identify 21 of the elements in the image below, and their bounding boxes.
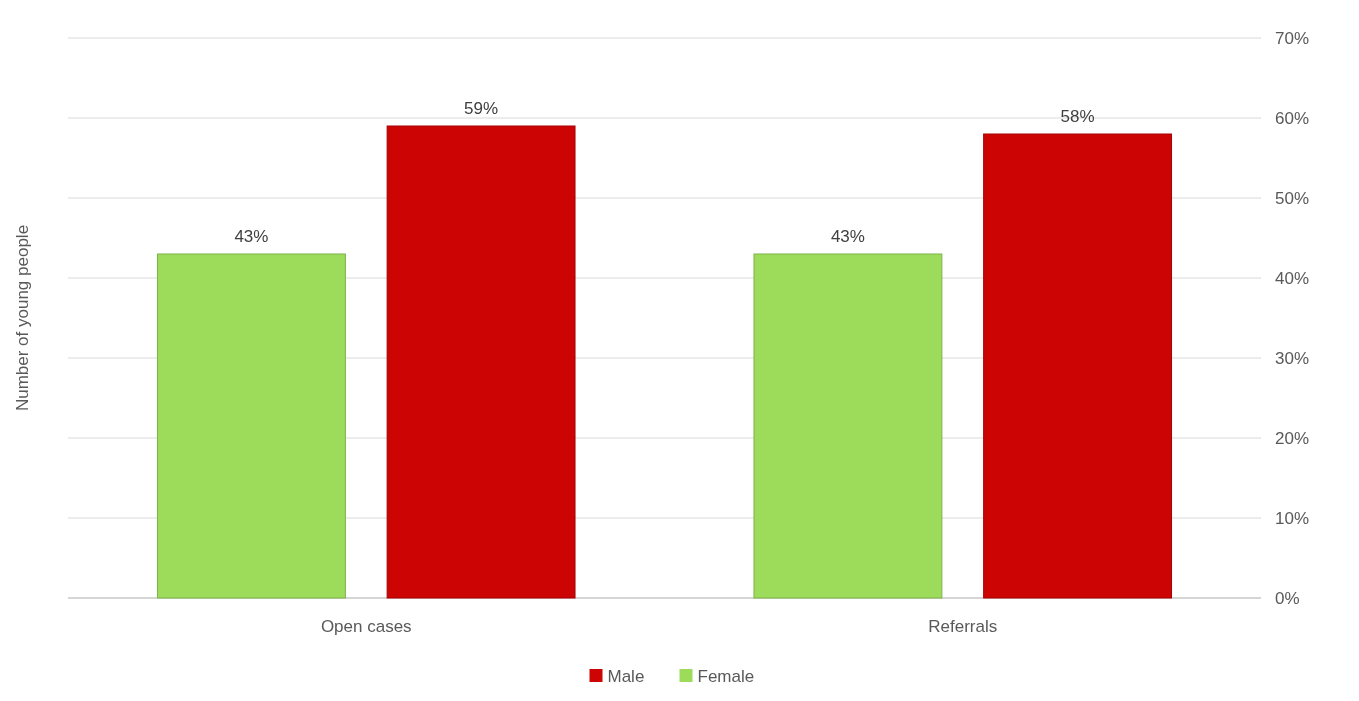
y-tick-label: 50% <box>1275 188 1310 208</box>
y-tick-label: 30% <box>1275 348 1310 368</box>
y-tick-label: 70% <box>1275 28 1310 48</box>
legend-label: Male <box>607 666 645 686</box>
x-tick-label: Referrals <box>928 617 998 636</box>
x-tick-label: Open cases <box>320 617 412 636</box>
data-label: 59% <box>464 99 499 118</box>
bar <box>386 125 576 599</box>
y-axis-title: Number of young people <box>13 224 32 412</box>
data-label: 43% <box>830 227 865 246</box>
data-label: 58% <box>1060 107 1095 126</box>
bar <box>753 253 943 599</box>
y-tick-label: 0% <box>1275 588 1300 608</box>
bar <box>983 133 1173 599</box>
y-tick-label: 20% <box>1275 428 1310 448</box>
y-tick-label: 60% <box>1275 108 1310 128</box>
y-tick-label: 40% <box>1275 268 1310 288</box>
legend-label: Female <box>697 666 755 686</box>
y-tick-label: 10% <box>1275 508 1310 528</box>
data-label: 43% <box>234 227 269 246</box>
bar <box>156 253 346 599</box>
